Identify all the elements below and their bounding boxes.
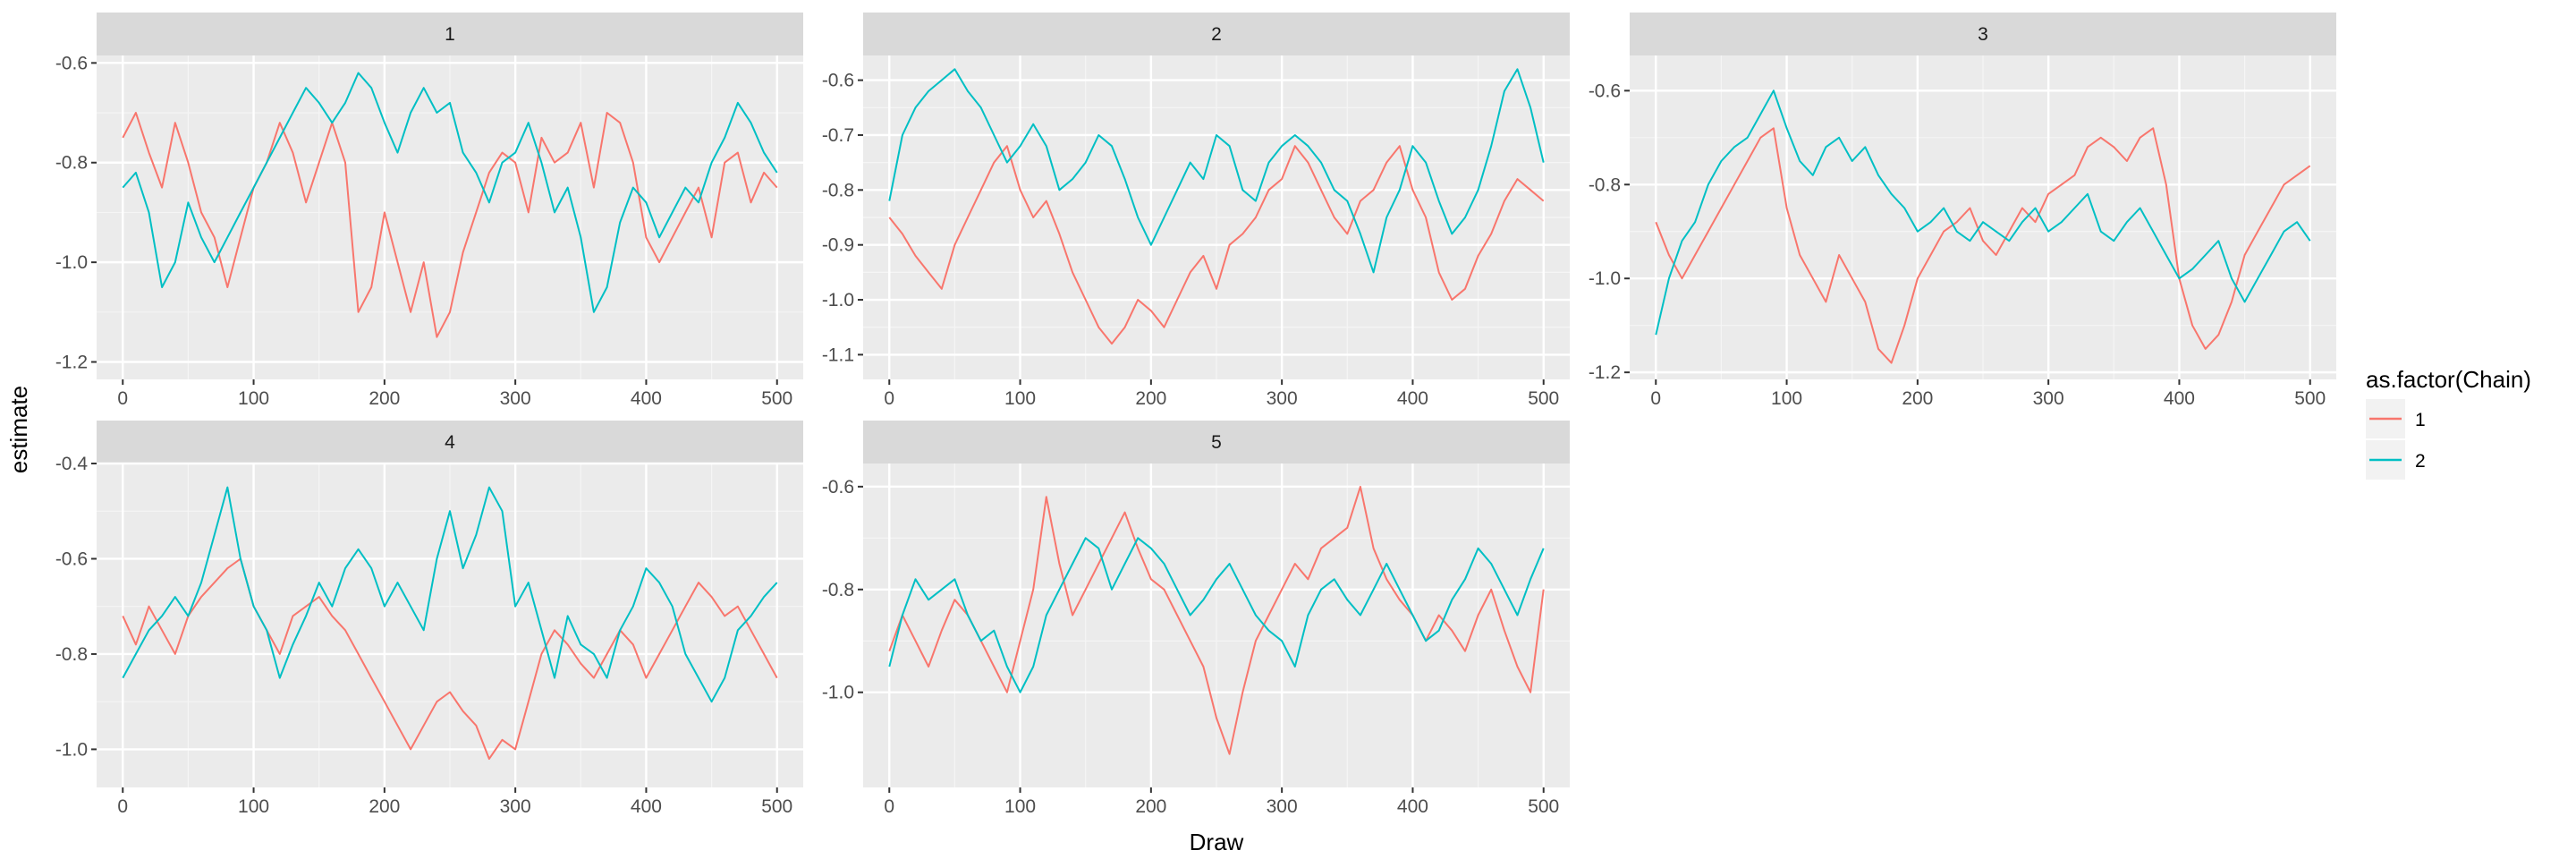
legend-items: 12 — [2366, 399, 2426, 480]
y-tick-label: -0.9 — [822, 235, 854, 256]
series-line-chain-2 — [888, 537, 1545, 693]
series-line-chain-1 — [122, 112, 778, 338]
strip-label: 5 — [1211, 432, 1222, 453]
series-line-chain-2 — [1655, 89, 2311, 336]
x-tick-label: 300 — [1267, 796, 1298, 817]
y-tick-label: -0.6 — [1589, 81, 1621, 101]
x-tick-label: 100 — [238, 796, 269, 817]
x-tick-label: 0 — [884, 388, 894, 409]
x-tick-label: 0 — [117, 796, 128, 817]
x-tick-label: 400 — [1397, 796, 1428, 817]
series-line-chain-1 — [122, 557, 778, 761]
strip-background — [1630, 13, 2336, 55]
x-tick-label: 200 — [1135, 388, 1166, 409]
legend: as.factor(Chain) 12 — [2366, 366, 2531, 480]
strip-background — [97, 421, 803, 464]
series-line-chain-2 — [122, 72, 778, 313]
x-tick-label: 300 — [2033, 388, 2064, 409]
x-tick-label: 200 — [1135, 796, 1166, 817]
strip-label: 3 — [1978, 24, 1988, 45]
x-tick-label: 200 — [369, 796, 400, 817]
x-tick-label: 100 — [1004, 388, 1036, 409]
y-tick-label: -0.8 — [822, 180, 854, 200]
y-tick-label: -1.2 — [55, 353, 88, 373]
y-tick-label: -0.8 — [822, 580, 854, 600]
x-tick-label: 0 — [884, 796, 894, 817]
x-tick-label: 500 — [1528, 388, 1559, 409]
x-tick-label: 500 — [1528, 796, 1559, 817]
x-tick-label: 100 — [1771, 388, 1802, 409]
x-tick-label: 400 — [1397, 388, 1428, 409]
x-tick-label: 0 — [117, 388, 128, 409]
y-tick-label: -0.4 — [55, 454, 89, 474]
strip-background — [97, 13, 803, 55]
y-tick-label: -1.0 — [822, 290, 854, 310]
y-tick-label: -0.8 — [55, 644, 88, 665]
strip-label: 2 — [1211, 24, 1222, 45]
y-tick-label: -0.6 — [822, 71, 854, 91]
x-axis-title: Draw — [1190, 829, 1244, 855]
x-tick-label: 0 — [1650, 388, 1661, 409]
x-tick-label: 100 — [238, 388, 269, 409]
x-tick-label: 400 — [631, 796, 662, 817]
strip-label: 1 — [445, 24, 455, 45]
x-tick-label: 200 — [1902, 388, 1933, 409]
strip-label: 4 — [445, 432, 455, 453]
x-tick-label: 300 — [1267, 388, 1298, 409]
x-tick-label: 300 — [500, 388, 531, 409]
y-tick-label: -0.8 — [55, 153, 88, 174]
y-tick-label: -1.0 — [822, 683, 854, 703]
panels-layer: 10 100 200 300 400 500-1.2-1.0-0.8-0.620 100 20… — [55, 13, 2336, 817]
legend-item-2: 2 — [2366, 440, 2426, 480]
panel-1: 1 0 100 200 300 400 500 -1.2 -1.0 -0.8 -0.6 — [55, 13, 803, 409]
series-line-chain-2 — [888, 68, 1545, 274]
x-tick-label: 500 — [2294, 388, 2326, 409]
y-tick-label: -0.8 — [1589, 174, 1621, 195]
panel-5: 5 0 100 200 300 400 500 -1.0 -0.8 -0.6 — [822, 421, 1570, 817]
series-line-chain-2 — [122, 486, 778, 703]
legend-title: as.factor(Chain) — [2366, 366, 2531, 393]
y-tick-label: -1.1 — [822, 344, 854, 365]
legend-label: 2 — [2415, 451, 2426, 472]
y-tick-label: -0.6 — [55, 53, 88, 73]
panel-2: 2 0 100 200 300 400 500 -1.1 -1.0 -0.9 -0.8 -0.7 -0.… — [822, 13, 1570, 409]
x-tick-label: 400 — [631, 388, 662, 409]
strip-background — [863, 421, 1570, 464]
y-tick-label: -1.0 — [1589, 268, 1621, 289]
y-tick-label: -1.0 — [55, 739, 88, 760]
y-axis-title: estimate — [5, 386, 32, 473]
y-tick-label: -0.6 — [822, 477, 854, 498]
x-tick-label: 300 — [500, 796, 531, 817]
y-tick-label: -0.6 — [55, 549, 88, 569]
x-tick-label: 500 — [761, 796, 792, 817]
x-tick-label: 100 — [1004, 796, 1036, 817]
series-line-chain-1 — [888, 485, 1545, 755]
panel-4: 4 0 100 200 300 400 500 -1.0 -0.8 -0.6 -0.4 — [55, 421, 803, 817]
x-tick-label: 400 — [2164, 388, 2195, 409]
x-tick-label: 200 — [369, 388, 400, 409]
series-line-chain-1 — [1655, 127, 2311, 364]
y-tick-label: -0.7 — [822, 125, 854, 146]
series-line-chain-1 — [888, 145, 1545, 345]
y-tick-label: -1.2 — [1589, 362, 1621, 383]
panel-3: 3 0 100 200 300 400 500 -1.2 -1.0 -0.8 -0.6 — [1589, 13, 2336, 409]
legend-label: 1 — [2415, 410, 2426, 430]
strip-background — [863, 13, 1570, 55]
y-tick-label: -1.0 — [55, 252, 88, 273]
legend-item-1: 1 — [2366, 399, 2426, 438]
x-tick-label: 500 — [761, 388, 792, 409]
